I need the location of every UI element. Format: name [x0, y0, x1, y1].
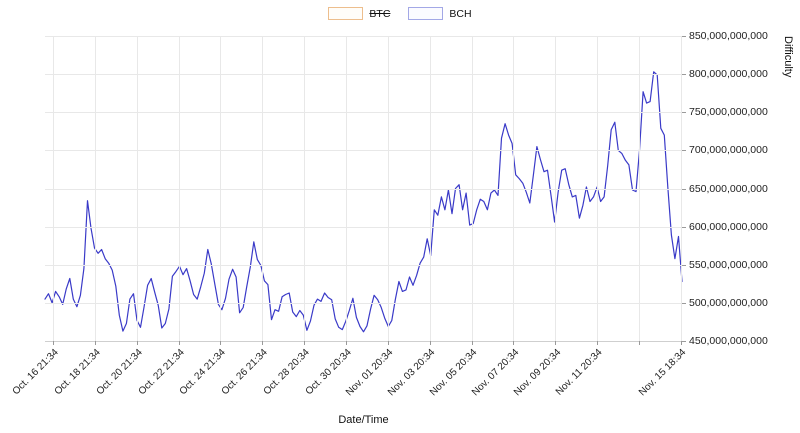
bch-line-series [44, 71, 683, 333]
x-gridline [471, 36, 473, 341]
y-tick-mark [682, 302, 686, 304]
y-tick-mark [682, 264, 686, 266]
x-tick-mark [220, 341, 222, 345]
x-axis-title: Date/Time [338, 414, 389, 426]
y-tick-mark [682, 188, 686, 190]
y-gridline [45, 226, 682, 228]
y-tick-label: 500,000,000,000 [689, 296, 768, 309]
y-tick-label: 600,000,000,000 [689, 220, 768, 233]
x-tick-mark [262, 341, 264, 345]
x-gridline [136, 36, 138, 341]
x-tick-mark [680, 341, 682, 345]
x-tick-mark [136, 341, 138, 345]
bch-legend-label: BCH [449, 7, 472, 20]
btc-legend-label: BTC [369, 7, 391, 20]
x-tick-mark [387, 341, 389, 345]
bch-series-swatch [408, 7, 444, 20]
x-tick-mark [304, 341, 306, 345]
y-gridline [45, 302, 682, 304]
x-gridline [53, 36, 55, 341]
x-tick-mark [94, 341, 96, 345]
x-tick-mark [597, 341, 599, 345]
y-gridline [45, 36, 682, 37]
y-tick-mark [682, 112, 686, 114]
x-gridline [387, 36, 389, 341]
y-gridline [45, 112, 682, 114]
x-tick-mark [638, 341, 640, 345]
y-tick-label: 800,000,000,000 [689, 68, 768, 81]
y-tick-label: 850,000,000,000 [689, 30, 768, 42]
y-tick-mark [682, 341, 686, 342]
legend-item-btc[interactable]: BTC [328, 7, 390, 20]
y-tick-mark [682, 226, 686, 228]
x-gridline [220, 36, 222, 341]
btc-series-swatch [328, 7, 364, 20]
x-tick-mark [345, 341, 347, 345]
y-tick-label: 750,000,000,000 [689, 106, 768, 119]
x-tick-mark [429, 341, 431, 345]
x-tick-mark [178, 341, 180, 345]
x-gridline [345, 36, 347, 341]
y-gridline [45, 74, 682, 76]
plot-area[interactable] [44, 36, 686, 345]
y-tick-label: 550,000,000,000 [689, 258, 768, 271]
y-tick-mark [682, 74, 686, 76]
y-gridline [45, 150, 682, 152]
x-tick-mark [471, 341, 473, 345]
y-gridline [45, 341, 682, 342]
x-gridline [94, 36, 96, 341]
legend-item-bch[interactable]: BCH [408, 7, 472, 20]
y-axis-title: Difficulty [782, 36, 794, 78]
x-gridline [304, 36, 306, 341]
x-tick-mark [513, 341, 515, 345]
y-tick-mark [682, 36, 686, 37]
x-gridline [555, 36, 557, 341]
x-gridline [178, 36, 180, 341]
y-gridline [45, 264, 682, 266]
y-gridline [45, 188, 682, 190]
x-gridline [597, 36, 599, 341]
x-gridline [513, 36, 515, 341]
chart-legend: BTC BCH [0, 7, 800, 20]
x-tick-mark [53, 341, 55, 345]
y-tick-label: 450,000,000,000 [689, 335, 768, 347]
x-gridline [680, 36, 682, 341]
x-gridline [262, 36, 264, 341]
y-tick-label: 650,000,000,000 [689, 182, 768, 195]
x-gridline [638, 36, 640, 341]
y-tick-mark [682, 150, 686, 152]
y-tick-label: 700,000,000,000 [689, 144, 768, 157]
x-tick-mark [555, 341, 557, 345]
x-gridline [429, 36, 431, 341]
